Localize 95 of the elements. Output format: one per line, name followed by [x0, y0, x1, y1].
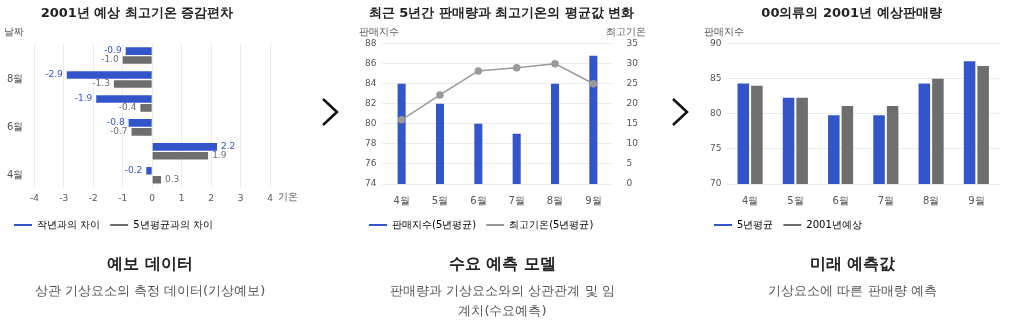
y-tick-label: 90 [710, 37, 722, 48]
y2-tick-label: 10 [626, 138, 639, 149]
y-tick-label: 75 [710, 143, 722, 154]
y2-tick-label: 25 [626, 78, 638, 89]
y-tick-label: 76 [365, 158, 377, 169]
point [397, 116, 406, 124]
y2-tick-label: 0 [626, 178, 633, 189]
legend-label: 최고기온(5년평균) [509, 218, 594, 230]
point [436, 91, 444, 99]
legend-label: 작년과의 차이 [37, 218, 101, 230]
bar [66, 71, 152, 79]
data-label: -0.4 [118, 102, 137, 113]
chart-title: 00의류의 2001년 예상판매량 [761, 5, 942, 21]
x-tick-label: 5월 [787, 194, 804, 206]
bar [152, 175, 162, 184]
y-tick-label: 88 [365, 37, 377, 48]
bar [131, 128, 152, 136]
text: 판매량과 기상요소와의 상관관계 및 임계치(수요예측) [389, 282, 616, 320]
data-label: -1.0 [101, 54, 119, 65]
y-axis-title: 판매지수 [704, 26, 744, 38]
y2-axis-title: 최고기온 [606, 26, 646, 38]
bar [125, 47, 152, 55]
bar [140, 104, 152, 112]
x-tick-label: 8월 [922, 194, 940, 206]
y-tick-label: 4월 [6, 168, 24, 180]
x-tick-label: -3 [59, 192, 69, 203]
text: 예보 데이터 [106, 254, 194, 275]
point [589, 79, 598, 88]
data-label: -1.9 [74, 93, 93, 104]
y-tick-label: 84 [365, 78, 377, 89]
x-tick-label: 5월 [431, 194, 449, 206]
x-tick-label: 8월 [546, 194, 564, 206]
x-tick-label: -4 [29, 192, 40, 203]
data-label: -2.9 [45, 69, 64, 80]
x-tick-label: -2 [88, 192, 98, 203]
legend-label: 5년평균과의 차이 [133, 218, 213, 230]
x-tick-label: -1 [118, 192, 128, 203]
y-tick-label: 74 [365, 178, 377, 189]
y-tick-label: 70 [710, 178, 722, 189]
y-axis-title: 날짜 [4, 26, 24, 38]
x-tick-label: 1 [178, 192, 185, 203]
data-label: -0.2 [124, 165, 143, 176]
bar [96, 95, 152, 103]
x-tick-label: 4월 [393, 194, 410, 206]
bar [128, 119, 152, 127]
bar [152, 143, 217, 151]
bar [146, 166, 152, 175]
bar [113, 80, 152, 88]
x-tick-label: 0 [149, 192, 156, 203]
point [512, 63, 521, 72]
data-label: 2.2 [220, 141, 236, 152]
point [551, 59, 559, 68]
x-tick-label: 9월 [585, 194, 602, 206]
data-label: -0.7 [110, 126, 128, 137]
y-tick-label: 6월 [6, 120, 24, 132]
data-label: -0.8 [107, 117, 125, 128]
y-tick-label: 8월 [6, 73, 24, 85]
x-axis-title: 기온 [278, 190, 298, 202]
text: 기상요소에 따른 판매량 예측 [767, 282, 938, 300]
y-axis-title: 판매지수 [359, 26, 399, 38]
x-tick-label: 6월 [470, 194, 487, 206]
y-tick-label: 80 [710, 108, 722, 119]
y-tick-label: 80 [365, 118, 377, 129]
chart-title: 최근 5년간 판매량과 최고기온의 평균값 변화 [368, 5, 635, 21]
x-tick-label: 7월 [508, 194, 525, 206]
y-tick-label: 85 [710, 73, 722, 84]
y-tick-label: 86 [365, 58, 377, 68]
y-tick-label: 78 [365, 138, 377, 149]
x-tick-label: 9월 [968, 194, 985, 206]
x-tick-label: 7월 [877, 194, 895, 206]
y2-tick-label: 35 [626, 37, 638, 48]
data-label: 0.3 [165, 174, 180, 185]
x-tick-label: 6월 [832, 194, 849, 206]
y2-tick-label: 30 [626, 58, 639, 68]
legend-label: 5년평균 [737, 218, 774, 230]
text: 미래 예측값 [808, 254, 897, 275]
x-tick-label: 2 [208, 192, 214, 203]
x-tick-label: 4월 [741, 194, 759, 206]
text: 상관 기상요소의 측정 데이터(기상예보) [33, 282, 267, 300]
y2-tick-label: 5 [626, 158, 633, 169]
data-label: -1.3 [92, 78, 110, 89]
text: 수요 예측 모델 [447, 254, 558, 275]
y-tick-label: 82 [365, 98, 377, 109]
bar [122, 56, 152, 64]
legend-label: 2001년예상 [806, 218, 862, 230]
data-label: 1.9 [212, 150, 227, 161]
x-tick-label: 4 [267, 192, 274, 203]
data-label: -0.9 [104, 45, 122, 56]
x-tick-label: 3 [237, 192, 244, 203]
y2-tick-label: 15 [626, 118, 638, 129]
bar [152, 151, 209, 160]
legend-label: 판매지수(5년평균) [392, 218, 477, 230]
y2-tick-label: 20 [626, 98, 639, 109]
point [474, 67, 483, 75]
chart-title: 2001년 예상 최고기온 증감편차 [40, 5, 234, 21]
